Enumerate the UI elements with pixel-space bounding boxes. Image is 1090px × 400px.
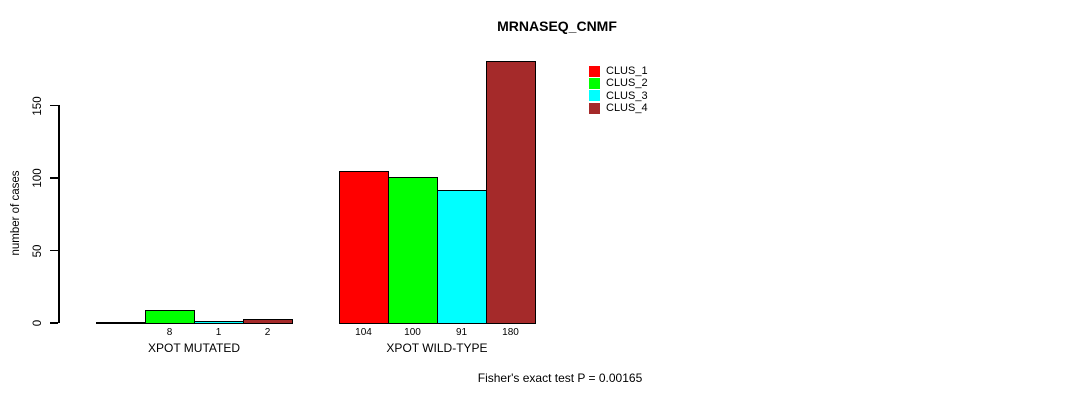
y-axis-tick [50, 322, 58, 324]
bar-value-label: 8 [166, 327, 173, 338]
group-label: XPOT MUTATED [147, 341, 241, 355]
bar-clus_3 [437, 190, 487, 324]
y-axis-line [58, 104, 60, 323]
bar-value-label: 91 [455, 327, 468, 338]
bar-value-label: 1 [215, 327, 222, 338]
legend-swatch-clus_4 [589, 102, 600, 114]
chart-title: MRNASEQ_CNMF [497, 18, 617, 34]
legend-label: CLUS_2 [606, 77, 648, 90]
bar-value-label: 2 [264, 327, 271, 338]
bar-clus_4 [486, 61, 536, 324]
legend-row-clus_3: CLUS_3 [589, 90, 648, 102]
legend-row-clus_1: CLUS_1 [589, 65, 648, 77]
group-label: XPOT WILD-TYPE [386, 341, 488, 355]
y-axis-tick [50, 249, 58, 251]
legend-row-clus_2: CLUS_2 [589, 77, 648, 89]
legend-swatch-clus_1 [589, 65, 600, 77]
bar-value-label: 104 [355, 327, 372, 338]
legend-label: CLUS_3 [606, 89, 648, 102]
bar-value-label: 100 [404, 327, 421, 338]
bar-clus_2 [145, 310, 195, 324]
y-axis-tick [50, 104, 58, 106]
legend-swatch-clus_2 [589, 77, 600, 89]
y-axis-tick [50, 177, 58, 179]
legend-label: CLUS_1 [606, 65, 648, 77]
legend-swatch-clus_3 [589, 90, 600, 102]
fisher-test-annotation: Fisher's exact test P = 0.00165 [477, 371, 643, 385]
bar-clus_4 [243, 319, 293, 324]
legend-row-clus_4: CLUS_4 [589, 102, 648, 114]
bar-value-label: 180 [502, 327, 519, 338]
legend-label: CLUS_4 [606, 102, 648, 115]
